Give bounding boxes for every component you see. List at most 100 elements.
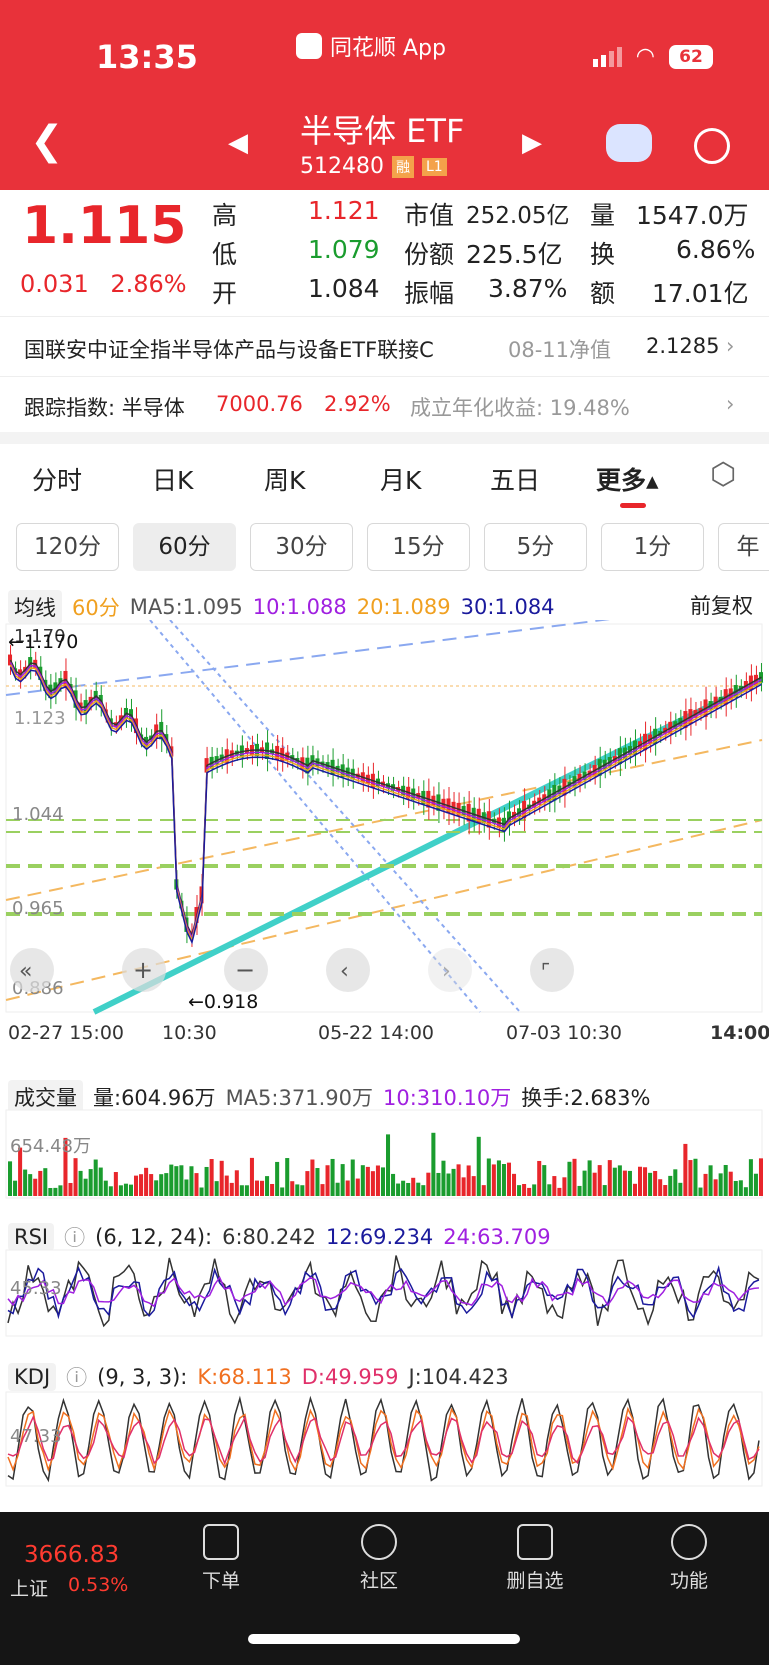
chevron-right-icon: › bbox=[726, 334, 735, 358]
star-icon bbox=[361, 1524, 397, 1560]
volume-dropdown[interactable]: 成交量 bbox=[8, 1080, 83, 1114]
volume-bar bbox=[748, 1159, 753, 1196]
settings-hex-icon[interactable]: ⬡ bbox=[710, 457, 737, 492]
volume-bar bbox=[617, 1165, 622, 1196]
nav-functions[interactable]: 功能 bbox=[644, 1524, 734, 1593]
kdj-chart[interactable]: 47.33 bbox=[0, 1390, 769, 1490]
chart-fullscreen-icon[interactable]: ⌜ bbox=[530, 948, 574, 992]
volume-bar bbox=[118, 1185, 123, 1196]
nav-functions-label: 功能 bbox=[669, 1570, 708, 1592]
mktcap-label: 市值 bbox=[404, 201, 455, 230]
volume-bar bbox=[537, 1160, 542, 1196]
nav-order[interactable]: 下单 bbox=[176, 1524, 266, 1593]
rsi-dropdown[interactable]: RSI bbox=[8, 1223, 55, 1251]
volume-bar bbox=[451, 1168, 456, 1196]
amt-value: 17.01亿 bbox=[652, 279, 749, 308]
volume-axis-label: 654.48万 bbox=[10, 1136, 91, 1157]
volume-bar bbox=[673, 1169, 678, 1196]
subtab-120m[interactable]: 120分 bbox=[16, 523, 119, 571]
volume-bar bbox=[426, 1172, 431, 1196]
help-icon[interactable]: ⓘ bbox=[64, 1226, 86, 1250]
amp-value: 3.87% bbox=[488, 274, 568, 303]
volume-bar bbox=[265, 1176, 270, 1196]
vol-value: 1547.0万 bbox=[636, 201, 749, 230]
volume-bar bbox=[139, 1174, 144, 1196]
adjust-mode[interactable]: 前复权 bbox=[690, 594, 753, 618]
volume-ma5: MA5:371.90万 bbox=[225, 1086, 373, 1110]
volume-bar bbox=[330, 1158, 335, 1196]
tab-monthly[interactable]: 月K bbox=[380, 466, 422, 495]
tab-daily[interactable]: 日K bbox=[152, 466, 194, 495]
volume-chart[interactable]: 654.48万 bbox=[0, 1108, 769, 1204]
volume-bar bbox=[300, 1185, 305, 1196]
volume-bar bbox=[320, 1184, 325, 1196]
tab-more[interactable]: 更多▴ bbox=[596, 466, 659, 495]
volume-bar bbox=[547, 1184, 552, 1196]
price-change: 0.031 2.86% bbox=[20, 270, 187, 298]
subtab-15m[interactable]: 15分 bbox=[367, 523, 470, 571]
volume-bar bbox=[48, 1187, 53, 1196]
back-button[interactable]: ❮ bbox=[30, 118, 64, 164]
chart-zoom-out-icon[interactable]: « bbox=[10, 948, 54, 992]
search-icon[interactable] bbox=[694, 128, 730, 164]
margin-tag: 融 bbox=[391, 155, 414, 178]
volume-bar bbox=[370, 1171, 375, 1196]
subtab-1m[interactable]: 1分 bbox=[601, 523, 704, 571]
volume-bar bbox=[718, 1173, 723, 1196]
volume-bar bbox=[411, 1177, 416, 1196]
assistant-robot-icon[interactable] bbox=[606, 124, 652, 162]
fund-link-row[interactable]: 国联安中证全指半导体产品与设备ETF联接C 08-11净值 2.1285 › bbox=[0, 334, 769, 364]
document-icon bbox=[203, 1524, 239, 1560]
volume-bar bbox=[386, 1134, 391, 1196]
volume-bar bbox=[295, 1184, 300, 1196]
volume-bar bbox=[582, 1170, 587, 1196]
volume-bar bbox=[486, 1158, 491, 1196]
volume-bar bbox=[78, 1170, 83, 1196]
status-icons: ◠ 62 bbox=[592, 44, 713, 69]
kdj-legend: KDJ ⓘ (9, 3, 3): K:68.113 D:49.959 J:104… bbox=[8, 1362, 509, 1392]
nav-community[interactable]: 社区 bbox=[334, 1524, 424, 1593]
tab-five-day[interactable]: 五日 bbox=[490, 466, 541, 495]
nav-remove-watch[interactable]: 删自选 bbox=[490, 1524, 580, 1593]
y-label-1: 1.123 bbox=[14, 708, 66, 729]
chart-minus-icon[interactable]: − bbox=[224, 948, 268, 992]
open-label: 开 bbox=[212, 279, 238, 308]
volume-bar bbox=[572, 1158, 577, 1196]
volume-bar bbox=[249, 1157, 254, 1196]
kdj-d: D:49.959 bbox=[301, 1365, 399, 1389]
rsi-chart[interactable]: 45.33 bbox=[0, 1248, 769, 1340]
chart-left-icon[interactable]: ‹ bbox=[326, 948, 370, 992]
tab-intraday[interactable]: 分时 bbox=[32, 466, 83, 495]
volume-bar bbox=[174, 1166, 179, 1196]
index-value[interactable]: 3666.83 bbox=[24, 1542, 120, 1568]
tab-weekly[interactable]: 周K bbox=[264, 466, 306, 495]
volume-bar bbox=[643, 1167, 648, 1196]
rsi-24: 24:63.709 bbox=[443, 1225, 551, 1249]
volume-bar bbox=[658, 1179, 663, 1196]
volume-bar bbox=[244, 1185, 249, 1196]
low-marker: ←0.918 bbox=[188, 991, 258, 1013]
help-icon[interactable]: ⓘ bbox=[66, 1366, 88, 1390]
chart-plus-icon[interactable]: + bbox=[122, 948, 166, 992]
subtab-30m[interactable]: 30分 bbox=[250, 523, 353, 571]
next-stock-button[interactable]: ▶ bbox=[522, 128, 542, 158]
volume-bar bbox=[456, 1164, 461, 1196]
ma-dropdown[interactable]: 均线 bbox=[8, 590, 62, 624]
volume-bar bbox=[653, 1171, 658, 1196]
volume-bar bbox=[285, 1158, 290, 1196]
volume-bar bbox=[73, 1158, 78, 1196]
subtab-5m[interactable]: 5分 bbox=[484, 523, 587, 571]
chart-right-icon[interactable]: › bbox=[428, 948, 472, 992]
kdj-dropdown[interactable]: KDJ bbox=[8, 1363, 57, 1391]
kdj-params: (9, 3, 3): bbox=[97, 1365, 188, 1389]
volume-bar bbox=[23, 1169, 28, 1196]
subtab-year[interactable]: 年 bbox=[718, 523, 769, 571]
ma-legend: 均线 60分 MA5:1.095 10:1.088 20:1.089 30:1.… bbox=[8, 590, 555, 624]
volume-bar bbox=[224, 1175, 229, 1196]
tracking-index-row[interactable]: 跟踪指数: 半导体 7000.76 2.92% 成立年化收益: 19.48% › bbox=[0, 392, 769, 422]
subtab-60m[interactable]: 60分 bbox=[133, 523, 236, 571]
prev-stock-button[interactable]: ◀ bbox=[228, 128, 248, 158]
kline-chart[interactable]: 1.170 1.123 1.044 0.965 0.886 ←1.170 ←0.… bbox=[0, 620, 769, 1050]
y-label-0: 1.170 bbox=[14, 626, 66, 647]
volume-bar bbox=[481, 1185, 486, 1196]
